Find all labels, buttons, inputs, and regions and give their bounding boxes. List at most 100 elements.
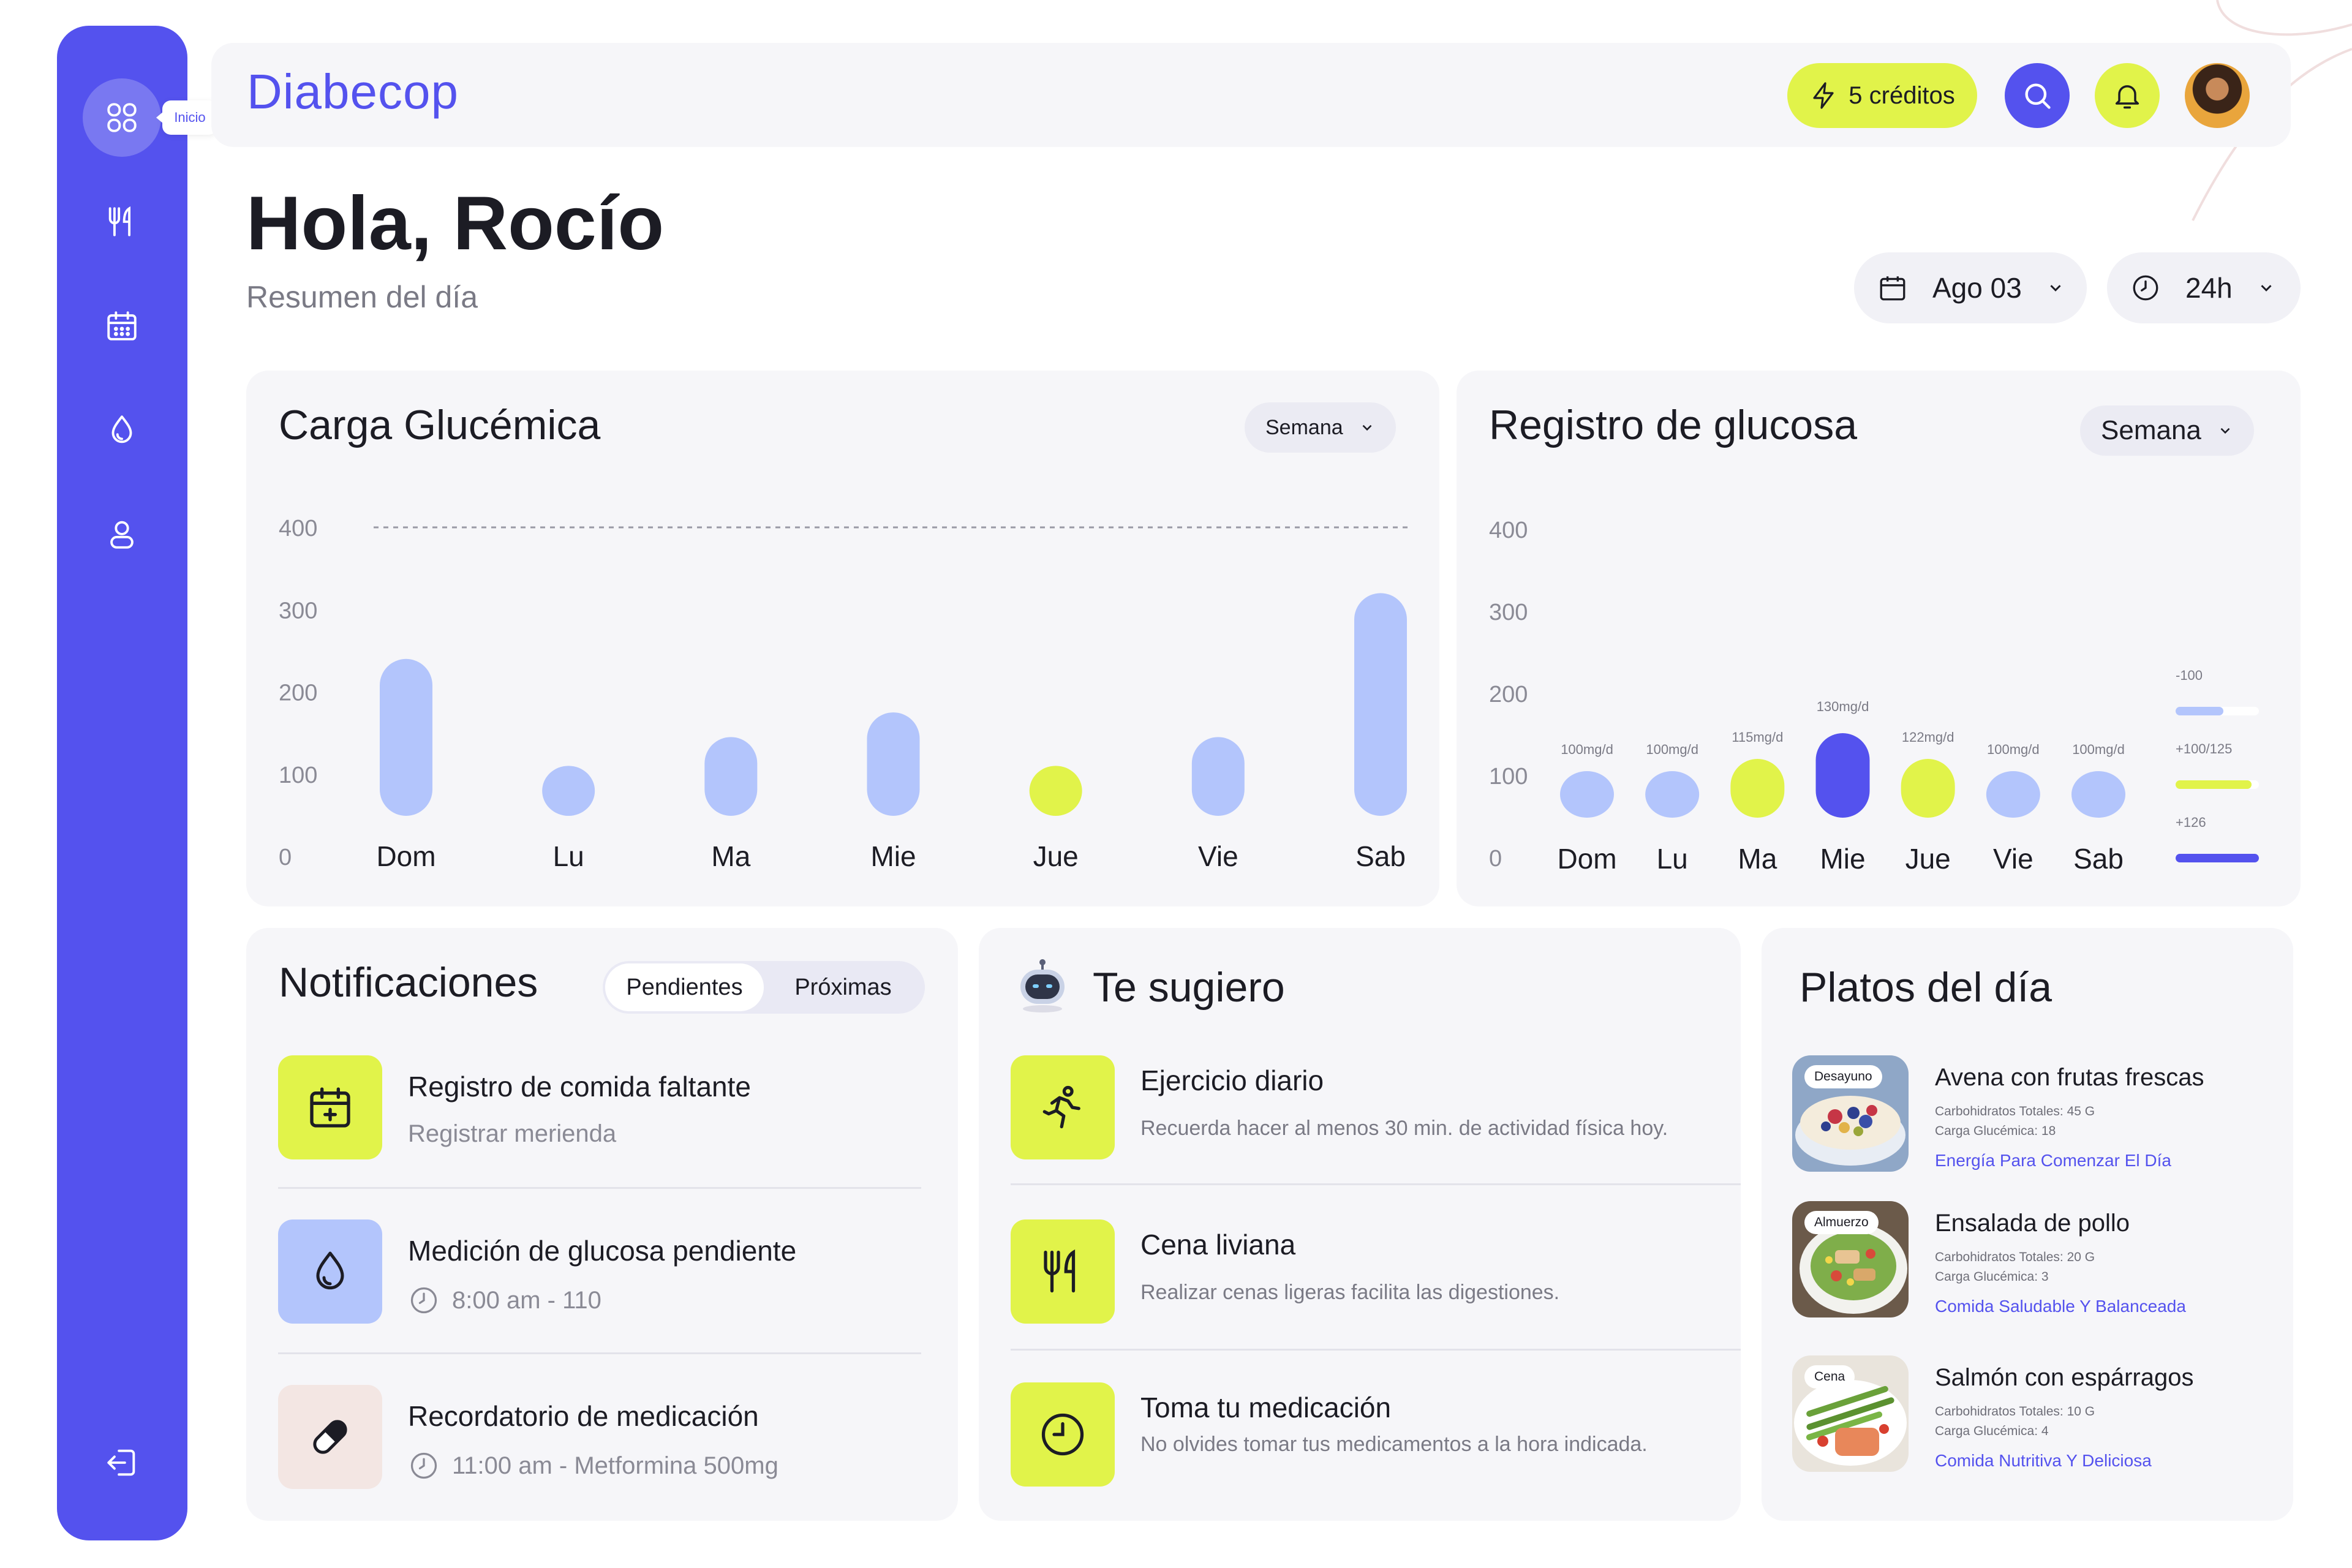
page-title: Hola, Rocío: [246, 181, 665, 266]
time-range-selector[interactable]: 24h: [2107, 252, 2301, 323]
suggestion-item[interactable]: Cena liviana Realizar cenas ligeras faci…: [1011, 1219, 1715, 1342]
logout-icon: [107, 1449, 135, 1476]
logout-button[interactable]: [83, 1423, 161, 1502]
time-range-value: 24h: [2185, 272, 2233, 304]
calendar-icon: [107, 311, 137, 341]
sidebar-item-calendario[interactable]: [83, 287, 161, 365]
dish-item[interactable]: Cena Salmón con espárragos Carbohidratos…: [1792, 1355, 2282, 1478]
grid-icon: [107, 103, 137, 132]
card-title: Platos del día: [1800, 964, 2052, 1011]
notificaciones-card: Notificaciones Pendientes Próximas Regis…: [246, 928, 958, 1521]
lightning-icon: [1813, 82, 1834, 109]
data-label: 100mg/d: [2072, 742, 2125, 757]
dish-tag-link[interactable]: Energía Para Comenzar El Día: [1935, 1151, 2171, 1170]
bar: [542, 766, 595, 816]
glucose-point: [1645, 771, 1700, 818]
data-label: 122mg/d: [1902, 729, 1954, 745]
divider: [1011, 1349, 1741, 1351]
notification-title: Medición de glucosa pendiente: [408, 1235, 797, 1267]
tab-pendientes[interactable]: Pendientes: [605, 963, 764, 1011]
carga-range-dropdown[interactable]: Semana: [1245, 402, 1396, 453]
x-tick-label: Jue: [1905, 843, 1951, 875]
y-tick-label: 200: [1489, 682, 1528, 707]
x-tick-label: Sab: [2073, 843, 2124, 875]
y-tick-label: 300: [279, 598, 317, 624]
dish-carbs: Carbohidratos Totales: 10 G: [1935, 1404, 2095, 1419]
platos-del-dia-card: Platos del día Desayuno Avena con frutas…: [1762, 928, 2293, 1521]
sidebar-item-perfil[interactable]: [83, 495, 161, 573]
dish-item[interactable]: Almuerzo Ensalada de pollo Carbohidratos…: [1792, 1201, 2282, 1324]
bar: [1354, 593, 1407, 816]
x-tick-label: Dom: [376, 840, 435, 872]
bar: [1029, 766, 1082, 816]
suggestion-item[interactable]: Ejercicio diario Recuerda hacer al menos…: [1011, 1055, 1715, 1178]
dish-glycemic-load: Carga Glucémica: 4: [1935, 1424, 2049, 1438]
clock-icon: [1041, 1413, 1084, 1456]
sidebar-item-comidas[interactable]: [83, 183, 161, 261]
legend-label: +100/125: [2176, 741, 2232, 756]
fork-knife-icon: [108, 206, 131, 236]
divider: [278, 1352, 921, 1354]
x-tick-label: Mie: [1820, 843, 1865, 875]
dish-image: Almuerzo: [1792, 1201, 1909, 1317]
chevron-down-icon: [2261, 285, 2272, 292]
chevron-down-icon: [2050, 285, 2061, 292]
notification-title: Registro de comida faltante: [408, 1071, 751, 1102]
meal-badge: Almuerzo: [1804, 1211, 1879, 1234]
notification-item[interactable]: Recordatorio de medicación 11:00 am - Me…: [278, 1385, 921, 1520]
sidebar-tooltip: Inicio: [156, 100, 217, 135]
x-tick-label: Sab: [1355, 840, 1406, 872]
date-selector[interactable]: Ago 03: [1854, 252, 2087, 323]
notifications-button[interactable]: [2095, 63, 2160, 128]
x-tick-label: Lu: [1657, 843, 1688, 875]
avatar[interactable]: [2185, 63, 2250, 128]
y-tick-label: 0: [1489, 846, 1502, 872]
registro-range-dropdown[interactable]: Semana: [2080, 405, 2254, 456]
notification-item[interactable]: Registro de comida faltante Registrar me…: [278, 1055, 921, 1190]
legend-label: +126: [2176, 815, 2206, 830]
suggestion-title: Ejercicio diario: [1140, 1065, 1324, 1096]
notification-subtitle-text: Registrar merienda: [408, 1120, 617, 1147]
data-label: 100mg/d: [1646, 742, 1698, 757]
y-tick-label: 100: [1489, 764, 1528, 790]
dish-tag-link[interactable]: Comida Nutritiva Y Deliciosa: [1935, 1451, 2152, 1470]
clock-icon: [410, 1287, 437, 1314]
suggestion-icon-box: [1011, 1055, 1115, 1159]
y-tick-label: 400: [279, 516, 317, 541]
sidebar: [57, 26, 187, 1540]
card-title: Registro de glucosa: [1489, 402, 1858, 448]
suggestion-icon-box: [1011, 1219, 1115, 1324]
divider: [1011, 1183, 1741, 1185]
suggestion-title: Toma tu medicación: [1140, 1392, 1392, 1423]
glucose-point: [1730, 759, 1785, 818]
user-icon: [110, 521, 134, 549]
card-title: Te sugiero: [1093, 964, 1285, 1011]
x-tick-label: Dom: [1557, 843, 1616, 875]
legend-swatch: [2176, 707, 2223, 715]
search-button[interactable]: [2005, 63, 2070, 128]
notification-title: Recordatorio de medicación: [408, 1400, 759, 1432]
dish-glycemic-load: Carga Glucémica: 18: [1935, 1124, 2056, 1138]
data-label: 100mg/d: [1987, 742, 2040, 757]
tab-proximas[interactable]: Próximas: [794, 974, 892, 1000]
dish-item[interactable]: Desayuno Avena con frutas frescas Carboh…: [1792, 1055, 2282, 1178]
carga-glucemica-chart: 400 300 200 100 0 Dom Lu Ma Mie Jue Vie Sab: [279, 516, 1410, 872]
suggestion-item[interactable]: Toma tu medicación No olvides tomar tus …: [1011, 1382, 1715, 1505]
clock-icon: [2133, 275, 2158, 301]
dish-image: Desayuno: [1792, 1055, 1909, 1172]
sidebar-item-glucosa[interactable]: [83, 391, 161, 469]
notifications-tabs: Pendientes Próximas: [603, 961, 925, 1014]
dish-name: Ensalada de pollo: [1935, 1210, 2130, 1237]
sidebar-item-inicio[interactable]: [83, 78, 161, 157]
y-tick-label: 300: [1489, 600, 1528, 625]
dish-image: Cena: [1792, 1355, 1909, 1472]
suggestion-subtitle: Realizar cenas ligeras facilita las dige…: [1140, 1281, 1560, 1304]
y-tick-label: 200: [279, 680, 317, 706]
dish-tag-link[interactable]: Comida Saludable Y Balanceada: [1935, 1297, 2186, 1316]
app-logo[interactable]: Diabecop: [247, 64, 459, 119]
bar: [867, 712, 920, 816]
x-tick-label: Vie: [1993, 843, 2034, 875]
credits-button[interactable]: 5 créditos: [1787, 63, 1977, 128]
notification-item[interactable]: Medición de glucosa pendiente 8:00 am - …: [278, 1219, 921, 1354]
sugerencias-card: Te sugiero Ejercicio diario Recuerda hac…: [979, 928, 1741, 1521]
